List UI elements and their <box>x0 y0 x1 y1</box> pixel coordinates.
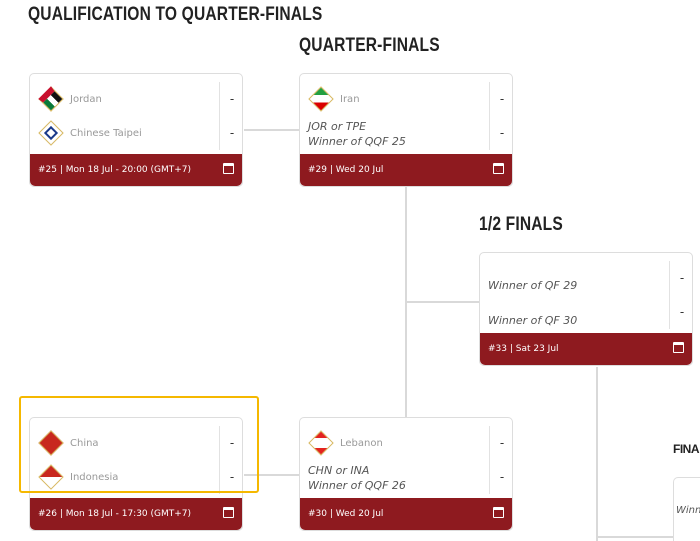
score: - <box>499 470 505 484</box>
score: - <box>229 92 235 106</box>
divider <box>489 426 490 494</box>
team-name: Chinese Taipei <box>70 127 142 139</box>
heading-qualification: QUALIFICATION TO QUARTER-FINALS <box>28 4 323 25</box>
team-name: Winner of QF 30 <box>488 314 578 327</box>
score: - <box>679 305 685 319</box>
highlight-box <box>19 396 259 493</box>
lebanon-flag-icon <box>308 430 334 456</box>
match-card-33[interactable]: Winner of QF 29 - Winner of QF 30 - #33 … <box>479 252 693 366</box>
score: - <box>499 436 505 450</box>
match-footer: #26 | Mon 18 Jul - 17:30 (GMT+7) <box>30 498 242 530</box>
calendar-icon[interactable] <box>223 163 234 174</box>
chinese-taipei-flag-icon <box>38 120 64 146</box>
score: - <box>229 436 235 450</box>
match-footer: #29 | Wed 20 Jul <box>300 154 512 186</box>
connector <box>244 129 299 131</box>
match-info: #29 | Wed 20 Jul <box>308 165 384 175</box>
connector <box>596 367 598 541</box>
jordan-flag-icon <box>38 86 64 112</box>
score: - <box>499 126 505 140</box>
divider <box>219 82 220 150</box>
match-footer: #33 | Sat 23 Jul <box>480 333 692 365</box>
team-name: Jordan <box>70 93 102 105</box>
team-placeholder: CHN or INA Winner of QQF 26 <box>300 463 406 493</box>
score: - <box>229 126 235 140</box>
score: - <box>499 92 505 106</box>
team-name: Lebanon <box>340 437 383 449</box>
divider <box>219 426 220 494</box>
team-code: JOR or TPE <box>308 120 367 133</box>
team-name: Winner of QQF 26 <box>308 479 406 492</box>
calendar-icon[interactable] <box>493 163 504 174</box>
calendar-icon[interactable] <box>673 342 684 353</box>
match-card-final[interactable]: Winn <box>673 477 700 541</box>
team-name: Winner of QF 29 <box>488 279 578 292</box>
team-name: Winn <box>676 505 700 516</box>
calendar-icon[interactable] <box>493 507 504 518</box>
match-info: #25 | Mon 18 Jul - 20:00 (GMT+7) <box>38 165 192 175</box>
match-card-25[interactable]: Jordan - Chinese Taipei - #25 | Mon 18 J… <box>29 73 243 187</box>
match-info: #26 | Mon 18 Jul - 17:30 (GMT+7) <box>38 509 192 519</box>
heading-quarter-finals: QUARTER-FINALS <box>299 35 440 56</box>
match-footer: #25 | Mon 18 Jul - 20:00 (GMT+7) <box>30 154 242 186</box>
connector <box>405 301 479 303</box>
iran-flag-icon <box>308 86 334 112</box>
team-placeholder: JOR or TPE Winner of QQF 25 <box>300 119 406 149</box>
team-name: Winner of QQF 25 <box>308 135 406 148</box>
team-name: Iran <box>340 93 360 105</box>
match-card-26[interactable]: China - Indonesia - #26 | Mon 18 Jul - 1… <box>29 417 243 531</box>
team-code: CHN or INA <box>308 464 370 477</box>
match-info: #30 | Wed 20 Jul <box>308 509 384 519</box>
divider <box>489 82 490 150</box>
divider <box>669 261 670 329</box>
calendar-icon[interactable] <box>223 507 234 518</box>
heading-finals: FINA <box>673 442 700 456</box>
heading-semi-finals: 1/2 FINALS <box>479 214 563 235</box>
team-name: Indonesia <box>70 471 119 483</box>
match-footer: #30 | Wed 20 Jul <box>300 498 512 530</box>
match-card-30[interactable]: Lebanon - CHN or INA Winner of QQF 26 - #… <box>299 417 513 531</box>
match-card-29[interactable]: Iran - JOR or TPE Winner of QQF 25 - #29 … <box>299 73 513 187</box>
team-name: China <box>70 437 99 449</box>
connector <box>244 474 299 476</box>
score: - <box>229 470 235 484</box>
score: - <box>679 271 685 285</box>
match-info: #33 | Sat 23 Jul <box>488 344 559 354</box>
connector <box>596 536 673 538</box>
